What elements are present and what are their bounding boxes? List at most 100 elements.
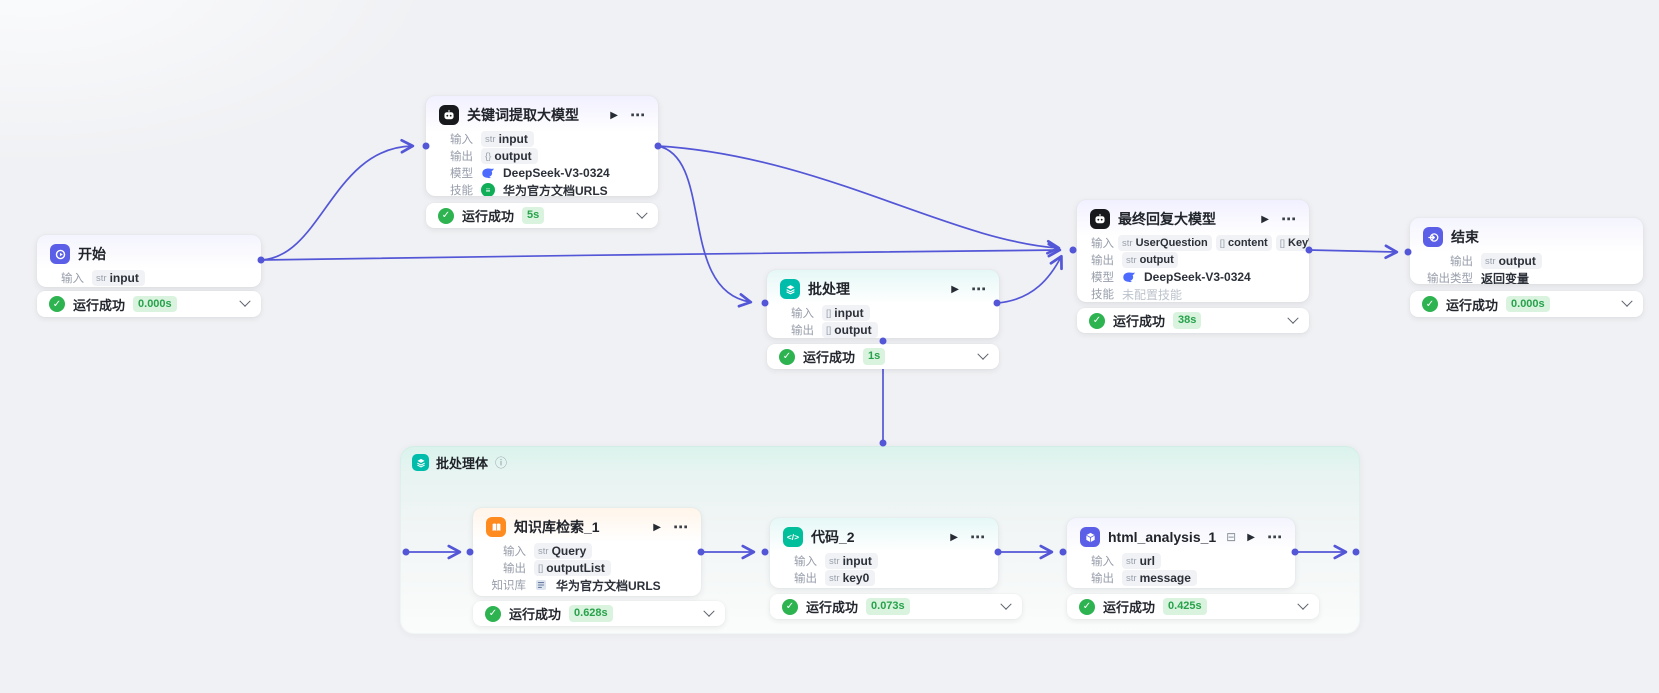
- duration-badge: 38s: [1173, 312, 1202, 329]
- start-icon: [50, 244, 70, 264]
- node-title: 关键词提取大模型: [467, 107, 579, 123]
- plugin-cube-icon: [1080, 527, 1100, 547]
- duration-badge: 0.000s: [1506, 295, 1550, 313]
- status-bar-keyword[interactable]: ✓ 运行成功 5s: [426, 203, 658, 228]
- output-type-value: 返回变量: [1481, 271, 1530, 285]
- run-node-button[interactable]: ▶: [653, 521, 661, 533]
- node-keyword-llm[interactable]: 关键词提取大模型 ▶ ⋯ 输入 str input 输出 {} output 模型 …: [426, 96, 658, 196]
- status-bar-final[interactable]: ✓ 运行成功 38s: [1077, 308, 1309, 333]
- duration-badge: 0.000s: [133, 295, 177, 313]
- param-tag: [] output: [822, 322, 878, 338]
- document-icon: [534, 578, 548, 592]
- edge-batch-to-final[interactable]: [996, 254, 1063, 304]
- chevron-down-icon[interactable]: [636, 207, 648, 219]
- deepseek-whale-icon: [481, 166, 495, 180]
- model-name: DeepSeek-V3-0324: [503, 166, 610, 180]
- duration-badge: 0.628s: [569, 605, 613, 622]
- status-bar-end[interactable]: ✓ 运行成功 0.000s: [1410, 291, 1643, 317]
- node-title: html_analysis_1: [1108, 529, 1217, 545]
- status-bar-code[interactable]: ✓ 运行成功 0.073s: [770, 594, 1022, 619]
- node-title: 最终回复大模型: [1118, 211, 1216, 227]
- batch-body-title: 批处理体: [436, 456, 489, 471]
- chevron-down-icon[interactable]: [1000, 598, 1012, 610]
- more-menu-button[interactable]: ⋯: [1267, 529, 1283, 546]
- chevron-down-icon[interactable]: [239, 295, 251, 307]
- plugin-badge-icon: ⊟: [1226, 530, 1237, 544]
- success-check-icon: ✓: [1079, 598, 1095, 615]
- chevron-down-icon[interactable]: [1287, 312, 1299, 324]
- success-check-icon: ✓: [1422, 296, 1438, 312]
- info-icon[interactable]: ⓘ: [495, 455, 508, 470]
- param-tag: str url: [1122, 553, 1161, 569]
- chevron-down-icon[interactable]: [977, 348, 989, 360]
- param-tag: str input: [481, 131, 534, 147]
- run-node-button[interactable]: ▶: [610, 109, 618, 121]
- run-node-button[interactable]: ▶: [951, 283, 959, 295]
- duration-badge: 0.073s: [866, 598, 910, 615]
- edge-start-to-final[interactable]: [260, 242, 1062, 261]
- status-bar-start[interactable]: ✓ 运行成功 0.000s: [37, 291, 261, 317]
- node-title: 知识库检索_1: [514, 519, 600, 535]
- param-tag: str Query: [534, 543, 593, 559]
- edge-final-to-end[interactable]: [1308, 244, 1399, 260]
- edge-keyword-to-batch[interactable]: [657, 145, 753, 308]
- success-check-icon: ✓: [485, 605, 501, 622]
- param-tag: str input: [825, 553, 878, 569]
- knowledge-base-icon: [486, 517, 506, 537]
- layers-icon: [780, 279, 800, 299]
- duration-badge: 1s: [863, 348, 886, 365]
- layers-icon: [412, 454, 429, 471]
- run-node-button[interactable]: ▶: [950, 531, 958, 543]
- node-kb-retrieval[interactable]: 知识库检索_1 ▶ ⋯ 输入 str Query 输出 [] outputList …: [473, 508, 701, 596]
- edge-start-to-keyword[interactable]: [260, 138, 415, 261]
- success-check-icon: ✓: [1089, 312, 1105, 329]
- chevron-down-icon[interactable]: [1297, 598, 1309, 610]
- status-bar-batch[interactable]: ✓ 运行成功 1s: [767, 344, 999, 369]
- param-tag: str key0: [825, 570, 876, 586]
- more-menu-button[interactable]: ⋯: [630, 107, 646, 124]
- deepseek-whale-icon: [1122, 270, 1136, 284]
- port-final-in[interactable]: [1069, 246, 1077, 254]
- knowledge-base-name: 华为官方文档URLS: [556, 578, 661, 593]
- node-title: 批处理: [808, 281, 850, 297]
- node-final-llm[interactable]: 最终回复大模型 ▶ ⋯ 输入 str UserQuestion [] content…: [1077, 200, 1309, 302]
- status-bar-html[interactable]: ✓ 运行成功 0.425s: [1067, 594, 1319, 619]
- more-menu-button[interactable]: ⋯: [970, 529, 986, 546]
- llm-robot-icon: [439, 105, 459, 125]
- duration-badge: 0.425s: [1163, 598, 1207, 615]
- success-check-icon: ✓: [49, 296, 65, 312]
- more-menu-button[interactable]: ⋯: [673, 519, 689, 536]
- node-start[interactable]: 开始 输入 str input: [37, 235, 261, 287]
- status-bar-kb[interactable]: ✓ 运行成功 0.628s: [473, 601, 725, 626]
- skill-name: 华为官方文档URLS: [503, 183, 608, 197]
- skill-icon: ≡: [481, 183, 495, 196]
- run-node-button[interactable]: ▶: [1261, 213, 1269, 225]
- node-code[interactable]: </> 代码_2 ▶ ⋯ 输入 str input 输出 str key0: [770, 518, 998, 588]
- model-name: DeepSeek-V3-0324: [1144, 270, 1251, 284]
- chevron-down-icon[interactable]: [1621, 295, 1633, 307]
- chevron-down-icon[interactable]: [703, 605, 715, 617]
- more-menu-button[interactable]: ⋯: [971, 281, 987, 298]
- node-title: 结束: [1451, 229, 1479, 245]
- node-end[interactable]: 结束 输出 str output 输出类型 返回变量: [1410, 218, 1643, 284]
- success-check-icon: ✓: [779, 348, 795, 365]
- field-label: 输入: [61, 273, 84, 285]
- node-html-analysis[interactable]: html_analysis_1 ⊟ ▶ ⋯ 输入 str url 输出 str me…: [1067, 518, 1295, 588]
- node-batch[interactable]: 批处理 ▶ ⋯ 输入 [] input 输出 [] output: [767, 270, 999, 338]
- param-tag: str UserQuestion: [1118, 235, 1212, 251]
- edge-keyword-to-final[interactable]: [657, 145, 1061, 255]
- node-title: 代码_2: [811, 529, 855, 545]
- more-menu-button[interactable]: ⋯: [1281, 211, 1297, 228]
- skill-empty-text: 未配置技能: [1122, 287, 1183, 302]
- run-node-button[interactable]: ▶: [1247, 531, 1255, 543]
- param-tag: str message: [1122, 570, 1197, 586]
- param-tag: [] input: [822, 305, 870, 321]
- param-tag: str output: [1122, 252, 1178, 268]
- success-check-icon: ✓: [438, 207, 454, 224]
- code-icon: </>: [783, 527, 803, 547]
- node-title: 开始: [78, 246, 106, 262]
- success-check-icon: ✓: [782, 598, 798, 615]
- param-tag: []KeyWords: [1275, 235, 1309, 251]
- param-tag: str input: [92, 270, 145, 286]
